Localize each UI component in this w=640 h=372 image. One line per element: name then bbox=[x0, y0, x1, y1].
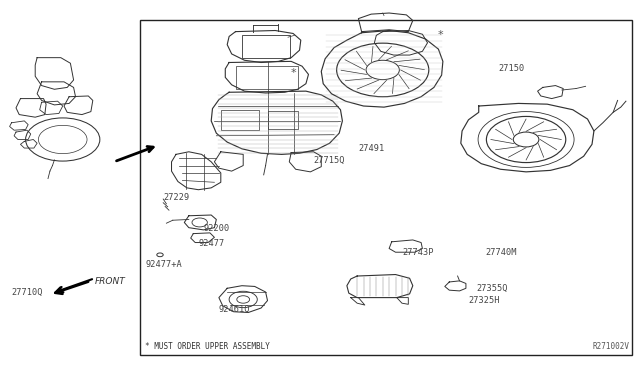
Text: 27743P: 27743P bbox=[402, 248, 433, 257]
Text: 92477+A: 92477+A bbox=[146, 260, 182, 269]
Text: 27229: 27229 bbox=[163, 193, 189, 202]
Text: 27150: 27150 bbox=[498, 64, 524, 73]
Bar bbox=[268, 111, 298, 129]
Text: 92477: 92477 bbox=[198, 239, 225, 248]
Bar bbox=[140, 20, 632, 355]
Text: R271002V: R271002V bbox=[593, 342, 630, 351]
Text: FRONT: FRONT bbox=[95, 278, 125, 286]
Bar bbox=[242, 35, 290, 58]
Text: 92200: 92200 bbox=[204, 224, 230, 233]
Text: 27710Q: 27710Q bbox=[12, 288, 43, 296]
Text: 92461Q: 92461Q bbox=[219, 305, 250, 314]
Text: 27491: 27491 bbox=[358, 144, 385, 153]
Text: 27740M: 27740M bbox=[485, 248, 516, 257]
Bar bbox=[221, 110, 259, 130]
Text: *: * bbox=[291, 68, 296, 77]
Text: * MUST ORDER UPPER ASSEMBLY: * MUST ORDER UPPER ASSEMBLY bbox=[145, 342, 269, 351]
Text: *: * bbox=[438, 31, 443, 40]
Text: 27355Q: 27355Q bbox=[477, 284, 508, 293]
Text: 27715Q: 27715Q bbox=[314, 155, 345, 164]
Bar bbox=[236, 66, 298, 89]
Text: 27325H: 27325H bbox=[468, 296, 500, 305]
